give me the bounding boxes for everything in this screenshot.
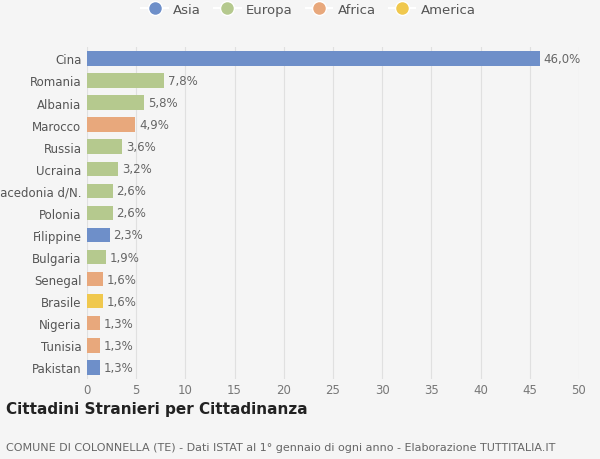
- Text: 2,3%: 2,3%: [113, 229, 143, 242]
- Bar: [87, 272, 103, 287]
- Bar: [87, 206, 113, 221]
- Text: 1,6%: 1,6%: [107, 273, 137, 286]
- Text: Cittadini Stranieri per Cittadinanza: Cittadini Stranieri per Cittadinanza: [6, 401, 308, 416]
- Bar: [87, 52, 539, 67]
- Text: 1,3%: 1,3%: [104, 361, 133, 374]
- Text: 7,8%: 7,8%: [167, 75, 197, 88]
- Bar: [87, 118, 135, 133]
- Text: 3,6%: 3,6%: [127, 141, 156, 154]
- Bar: [87, 228, 110, 243]
- Legend: Asia, Europa, Africa, America: Asia, Europa, Africa, America: [142, 4, 475, 17]
- Text: 2,6%: 2,6%: [116, 207, 146, 220]
- Bar: [87, 338, 100, 353]
- Text: 1,6%: 1,6%: [107, 295, 137, 308]
- Text: 3,2%: 3,2%: [122, 163, 152, 176]
- Text: 1,3%: 1,3%: [104, 317, 133, 330]
- Bar: [87, 184, 113, 199]
- Bar: [87, 96, 144, 111]
- Bar: [87, 250, 106, 265]
- Bar: [87, 74, 164, 89]
- Text: 46,0%: 46,0%: [544, 53, 581, 66]
- Text: 4,9%: 4,9%: [139, 119, 169, 132]
- Bar: [87, 140, 122, 155]
- Bar: [87, 162, 118, 177]
- Text: 1,9%: 1,9%: [110, 251, 140, 264]
- Bar: [87, 360, 100, 375]
- Text: 1,3%: 1,3%: [104, 339, 133, 352]
- Text: 5,8%: 5,8%: [148, 97, 178, 110]
- Bar: [87, 294, 103, 309]
- Bar: [87, 316, 100, 331]
- Text: 2,6%: 2,6%: [116, 185, 146, 198]
- Text: COMUNE DI COLONNELLA (TE) - Dati ISTAT al 1° gennaio di ogni anno - Elaborazione: COMUNE DI COLONNELLA (TE) - Dati ISTAT a…: [6, 442, 556, 452]
